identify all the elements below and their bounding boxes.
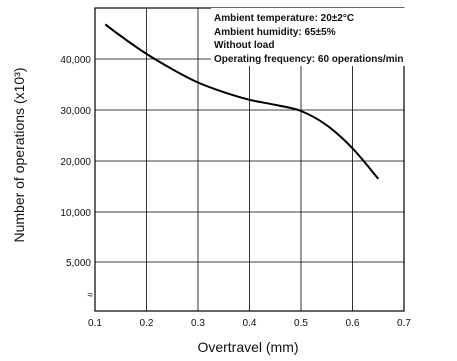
annotation-load: Without load: [214, 40, 274, 51]
x-tick-label: 0.5: [294, 318, 308, 329]
x-tick-label: 0.1: [88, 318, 102, 329]
x-tick-label: 0.3: [191, 318, 205, 329]
y-tick-label: 40,000: [60, 55, 91, 66]
x-tick-label: 0.6: [346, 318, 360, 329]
annotation-background: [211, 8, 407, 66]
x-tick-labels: 0.1 0.2 0.3 0.4 0.5 0.6 0.7: [88, 318, 411, 329]
y-tick-label: 5,000: [66, 258, 91, 269]
y-tick-label: 10,000: [60, 208, 91, 219]
x-tick-label: 0.4: [243, 318, 257, 329]
y-axis-label: Number of operations (x10³): [11, 67, 27, 242]
annotations: Ambient temperature: 20±2°C Ambient humi…: [211, 8, 407, 66]
y-tick-labels: ≈5,000 10,000 20,000 30,000 40,000: [60, 55, 93, 301]
y-axis-break-mark: ≈: [88, 290, 94, 301]
y-tick-label: 30,000: [60, 106, 91, 117]
x-axis-label: Overtravel (mm): [197, 339, 298, 355]
annotation-temperature: Ambient temperature: 20±2°C: [214, 13, 354, 24]
x-tick-label: 0.7: [397, 318, 411, 329]
series-line: [104, 23, 380, 180]
annotation-frequency: Operating frequency: 60 operations/min: [214, 54, 403, 65]
y-tick-label: 20,000: [60, 157, 91, 168]
x-tick-label: 0.2: [140, 318, 154, 329]
annotation-humidity: Ambient humidity: 65±5%: [214, 27, 336, 38]
